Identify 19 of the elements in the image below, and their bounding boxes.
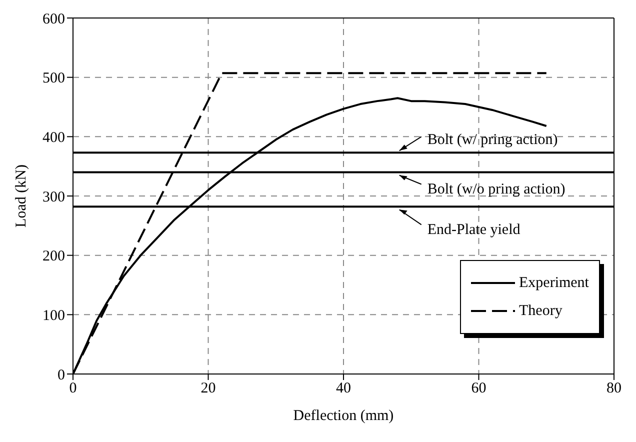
y-tick-label: 500: [42, 70, 65, 87]
x-tick-label: 20: [200, 380, 216, 397]
y-axis-title: Load (kN): [13, 164, 30, 228]
x-tick-label: 60: [471, 380, 486, 397]
y-tick-label: 0: [58, 367, 65, 384]
y-tick-label: 300: [42, 189, 65, 206]
x-tick-label: 0: [69, 380, 77, 397]
y-tick-label: 100: [42, 308, 65, 324]
y-tick-label: 400: [42, 130, 65, 146]
x-axis-title: Deflection (mm): [293, 408, 394, 424]
legend-label: Experiment: [519, 274, 589, 292]
x-tick-label: 80: [606, 380, 622, 397]
ref-line-label: End-Plate yield: [427, 222, 521, 238]
legend-label: Bolt (w/o pring action): [427, 182, 566, 198]
y-tick-label: 200: [42, 248, 65, 265]
x-tick-label: 40: [336, 380, 351, 397]
legend-label: Theory: [519, 302, 562, 320]
ref-line-label: Bolt (w/ pring action): [427, 132, 558, 148]
y-tick-label: 600: [42, 11, 65, 28]
